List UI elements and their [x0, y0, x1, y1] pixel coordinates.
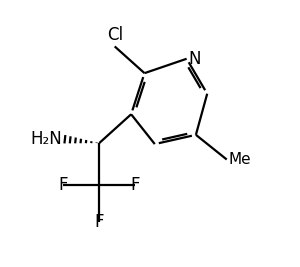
Text: F: F — [58, 176, 68, 194]
Text: H₂N: H₂N — [31, 130, 62, 148]
Text: F: F — [130, 176, 140, 194]
Text: F: F — [94, 213, 104, 231]
Text: Me: Me — [229, 152, 251, 167]
Text: Cl: Cl — [106, 26, 123, 44]
Text: N: N — [188, 50, 201, 68]
